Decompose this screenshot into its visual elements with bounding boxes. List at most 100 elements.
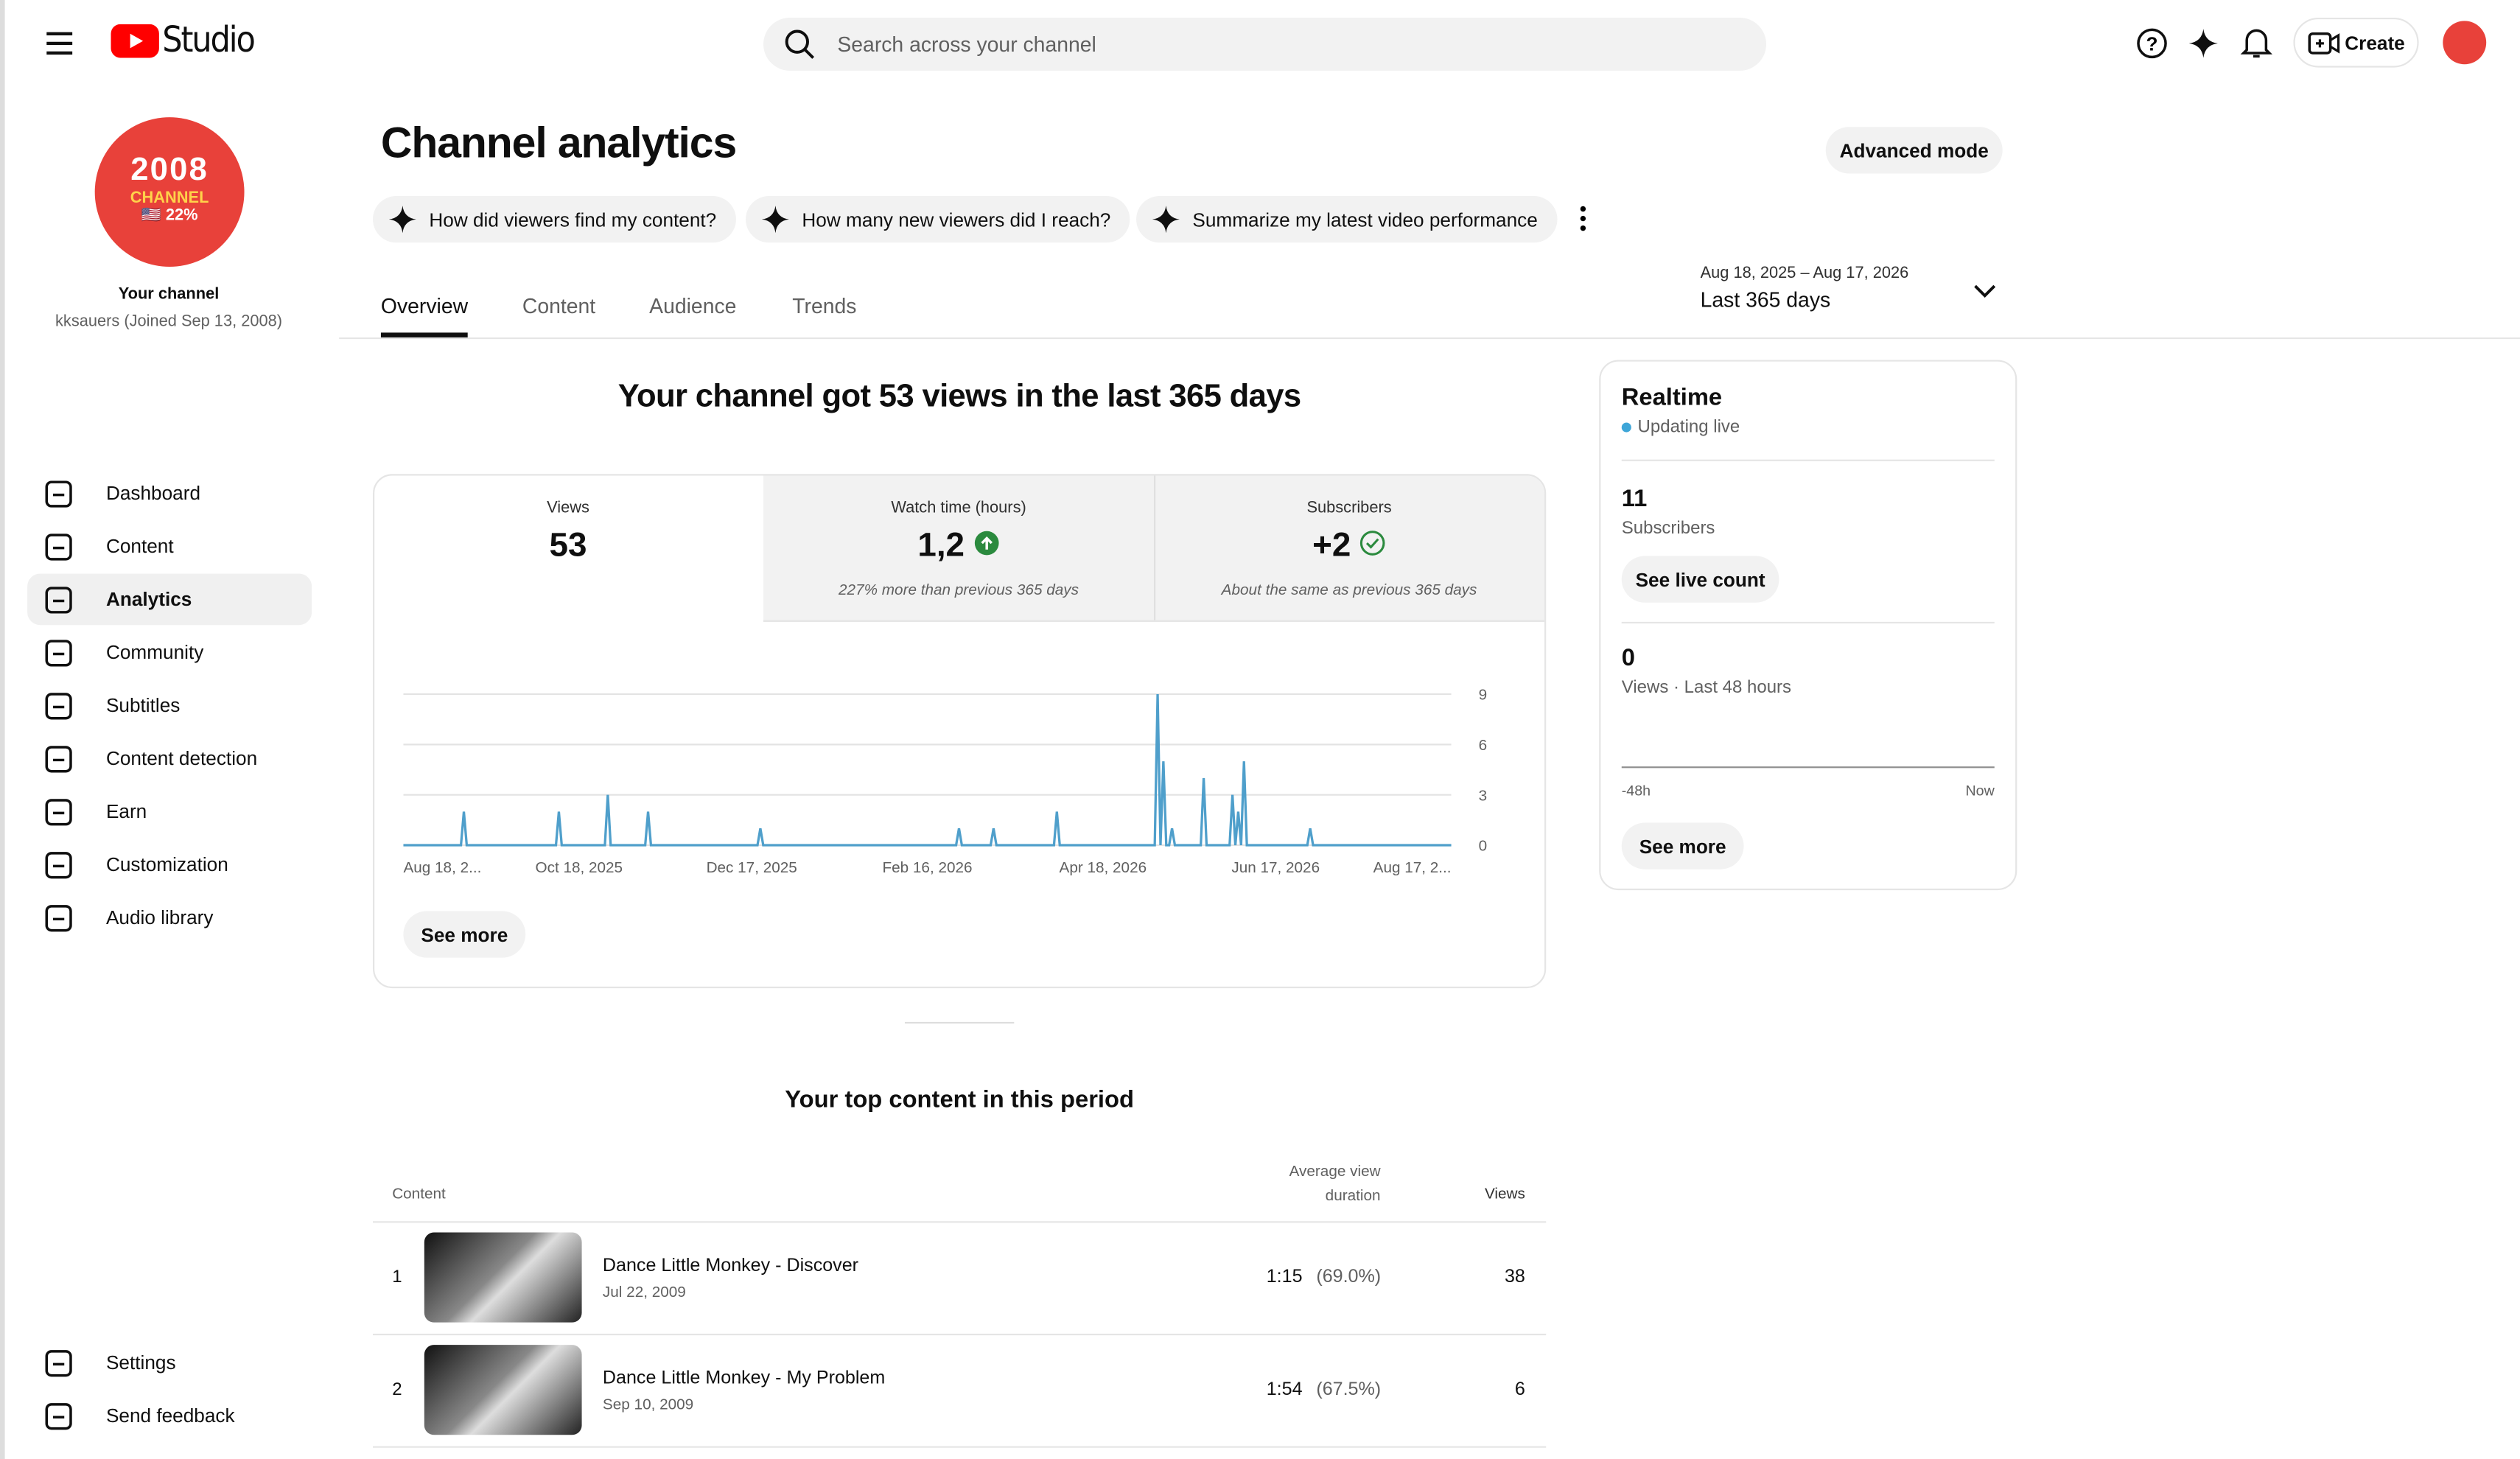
channel-handle: kksauers (Joined Sep 13, 2008) xyxy=(55,313,282,332)
youtube-logo[interactable] xyxy=(111,24,159,58)
nav-item[interactable]: Send feedback xyxy=(27,1390,312,1441)
prompt-chip[interactable]: How many new viewers did I reach? xyxy=(746,196,1130,243)
see-more-button[interactable]: See more xyxy=(403,911,526,958)
nav-item[interactable]: Settings xyxy=(27,1337,312,1388)
content-row[interactable]: 2 Dance Little Monkey - My Problem Sep 10,… xyxy=(373,1335,1547,1448)
nav-icon xyxy=(45,480,72,507)
avg-percent: (67.5%) xyxy=(1316,1380,1382,1400)
channel-avatar[interactable]: 2008 CHANNEL 🇺🇸 22% xyxy=(94,117,245,267)
nav-icon xyxy=(45,798,72,825)
nav-item[interactable]: Content xyxy=(27,521,312,573)
search-box[interactable]: Search across your channel xyxy=(763,17,1767,71)
axis-start: -48h xyxy=(1621,782,1651,799)
tab[interactable]: Trends xyxy=(792,294,857,318)
content-row[interactable]: 1 Dance Little Monkey - Discover Jul 22, 2… xyxy=(373,1222,1547,1336)
check-icon xyxy=(1360,531,1386,556)
search-icon xyxy=(785,29,815,59)
views-label: Views · Last 48 hours xyxy=(1621,678,1792,698)
realtime-title: Realtime xyxy=(1621,384,1723,412)
metric-label: Views xyxy=(547,500,589,518)
nav-label: Subtitles xyxy=(105,694,181,717)
ai-icon xyxy=(1152,206,1180,234)
notifications-icon[interactable] xyxy=(2240,26,2272,61)
help-icon[interactable]: ? xyxy=(2136,27,2169,60)
rank: 2 xyxy=(392,1380,402,1400)
see-more-button[interactable]: See more xyxy=(1621,822,1744,870)
avg-duration: 1:54 xyxy=(1266,1380,1303,1400)
realtime-card: Realtime Updating live 11 Subscribers Se… xyxy=(1599,360,2017,891)
metric-tile[interactable]: Subscribers +2 About the same as previous… xyxy=(1154,475,1544,618)
date-range-label[interactable]: Last 365 days xyxy=(1700,287,1831,312)
nav-item[interactable]: Customization xyxy=(27,839,312,890)
prompt-chip[interactable]: How did viewers find my content? xyxy=(373,196,736,243)
video-title: Dance Little Monkey - Discover xyxy=(602,1256,859,1276)
nav-label: Earn xyxy=(105,800,147,823)
create-icon xyxy=(2308,32,2340,55)
metric-number: 1,2 xyxy=(917,527,965,564)
nav-item[interactable]: Audio library xyxy=(27,892,312,943)
nav-label: Content xyxy=(105,535,174,558)
metric-value: +2 xyxy=(1154,527,1544,565)
nav-icon xyxy=(45,692,72,719)
metric-label: Watch time (hours) xyxy=(891,500,1026,518)
video-date: Sep 10, 2009 xyxy=(602,1396,694,1414)
ai-icon[interactable] xyxy=(2188,27,2220,60)
nav-item[interactable]: Community xyxy=(27,626,312,678)
nav-label: Customization xyxy=(105,853,228,876)
metric-value: 1,2 xyxy=(763,527,1154,565)
logo-text: Studio xyxy=(162,21,256,61)
date-range-dates: Aug 18, 2025 – Aug 17, 2026 xyxy=(1700,265,1909,283)
advanced-mode-button[interactable]: Advanced mode xyxy=(1825,127,2003,174)
nav-item[interactable]: Earn xyxy=(27,786,312,837)
create-button[interactable]: Create xyxy=(2293,17,2419,68)
up-icon xyxy=(974,531,999,556)
nav-item[interactable]: Content detection xyxy=(27,732,312,784)
nav-item[interactable]: Analytics xyxy=(27,573,312,626)
nav-label: Content detection xyxy=(105,746,258,770)
divider xyxy=(1621,621,1995,624)
overview-headline: Your channel got 53 views in the last 36… xyxy=(617,379,1301,415)
video-date: Jul 22, 2009 xyxy=(602,1284,686,1302)
row-views: 38 xyxy=(1504,1267,1525,1287)
views-count: 0 xyxy=(1621,644,1635,672)
ai-icon xyxy=(388,206,416,234)
metric-tile[interactable]: Watch time (hours) 1,2 227% more than pre… xyxy=(763,475,1154,618)
nav-label: Settings xyxy=(105,1351,176,1374)
search-placeholder: Search across your channel xyxy=(837,32,1096,57)
tab[interactable]: Audience xyxy=(649,294,737,318)
tab[interactable]: Overview xyxy=(380,294,469,318)
nav-label: Analytics xyxy=(105,588,192,611)
divider xyxy=(373,1221,1547,1223)
nav-icon xyxy=(45,1349,72,1376)
realtime-axis xyxy=(1621,766,1995,769)
nav-item[interactable]: Subtitles xyxy=(27,679,312,731)
nav-item[interactable]: Dashboard xyxy=(27,468,312,519)
column-header: Content xyxy=(392,1186,446,1204)
avatar-line: 2008 xyxy=(130,153,209,189)
divider xyxy=(339,337,2520,340)
svg-text:?: ? xyxy=(2146,33,2158,55)
see-live-count-button[interactable]: See live count xyxy=(1621,556,1779,603)
metric-tile[interactable]: Views 53 xyxy=(373,475,763,618)
metric-label: Subscribers xyxy=(1306,500,1392,518)
nav-label: Dashboard xyxy=(105,482,201,505)
rank: 1 xyxy=(392,1267,402,1287)
nav-icon xyxy=(45,851,72,878)
metric-note: 227% more than previous 365 days xyxy=(839,581,1079,600)
metric-number: 53 xyxy=(549,527,587,564)
account-avatar[interactable] xyxy=(2443,21,2487,65)
overview-card xyxy=(373,474,1547,989)
prompt-label: Summarize my latest video performance xyxy=(1192,208,1538,231)
divider xyxy=(904,1021,1015,1024)
more-icon[interactable] xyxy=(1573,203,1592,235)
metric-number: +2 xyxy=(1312,527,1351,564)
prompt-chip[interactable]: Summarize my latest video performance xyxy=(1136,196,1557,243)
date-range-caret[interactable] xyxy=(1972,279,1998,302)
tab[interactable]: Content xyxy=(522,294,596,318)
tab-indicator xyxy=(380,332,468,337)
menu-button[interactable] xyxy=(43,27,76,60)
video-title: Dance Little Monkey - My Problem xyxy=(602,1368,886,1389)
nav-label: Community xyxy=(105,641,204,664)
